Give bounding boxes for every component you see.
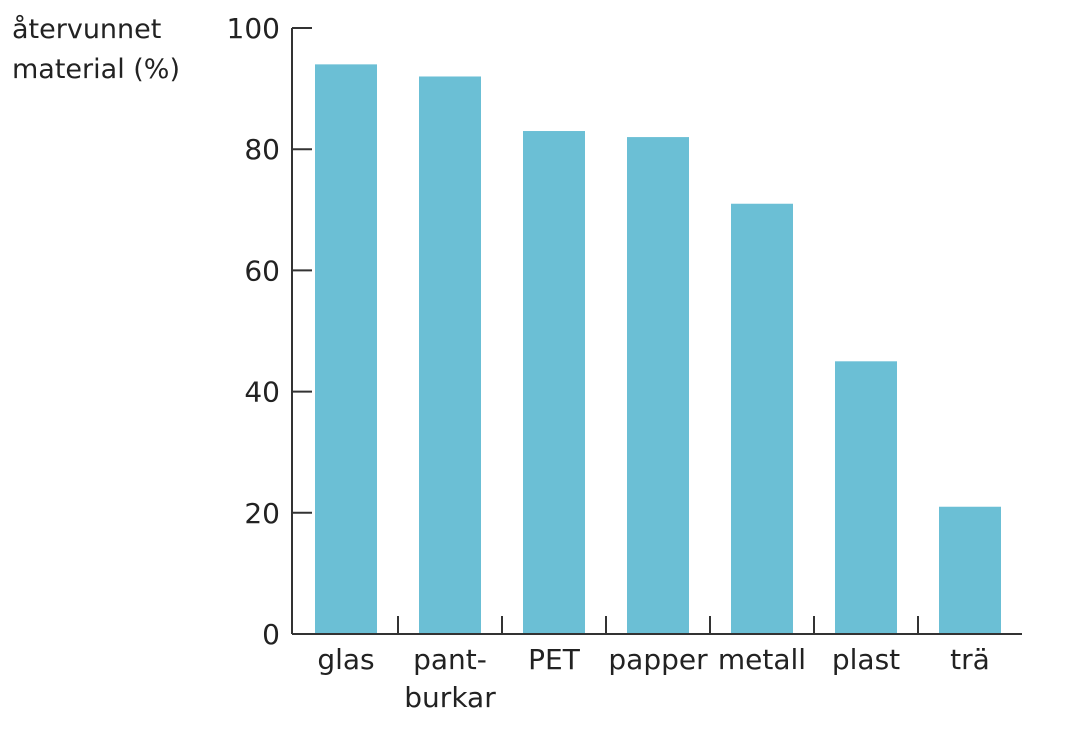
x-axis-ticks (397, 616, 919, 634)
y-tick-label-20: 20 (244, 497, 280, 530)
y-axis-ticks: 0 20 40 60 80 100 (227, 12, 312, 651)
category-label-0: glas (317, 643, 374, 676)
category-label-2: PET (528, 643, 581, 676)
bar-pantburkar (419, 76, 481, 635)
category-label-5: plast (832, 643, 900, 676)
bar-papper (627, 137, 689, 634)
bar-metall (731, 203, 793, 635)
y-tick-label-100: 100 (227, 12, 280, 45)
bar-glas (315, 64, 377, 635)
bars (315, 64, 1001, 635)
category-labels: glas pant-burkar PET papper metall plast trä (317, 643, 989, 714)
y-axis-label-line-1: återvunnet (12, 14, 161, 45)
bar-trä (939, 506, 1001, 634)
bar-PET (523, 131, 585, 634)
y-axis-label-line-2: material (%) (12, 54, 180, 85)
y-tick-label-0: 0 (262, 618, 280, 651)
category-label-4: metall (718, 643, 806, 676)
bar-plast (835, 361, 897, 634)
y-tick-label-60: 60 (244, 254, 280, 287)
y-tick-label-40: 40 (244, 376, 280, 409)
category-label-6: trä (950, 643, 990, 676)
category-label-1: pant-burkar (404, 643, 496, 714)
category-label-3: papper (608, 643, 708, 676)
y-tick-label-80: 80 (244, 133, 280, 166)
